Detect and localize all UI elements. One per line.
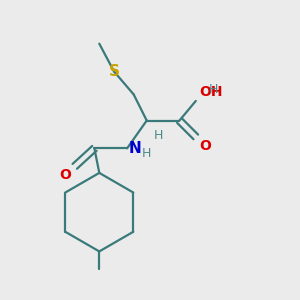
Text: O: O [60,168,71,182]
Text: S: S [109,64,119,79]
Text: O: O [199,139,211,152]
Text: H: H [209,83,218,96]
Text: H: H [153,129,163,142]
Text: H: H [142,147,151,160]
Text: OH: OH [199,85,223,99]
Text: N: N [129,141,142,156]
